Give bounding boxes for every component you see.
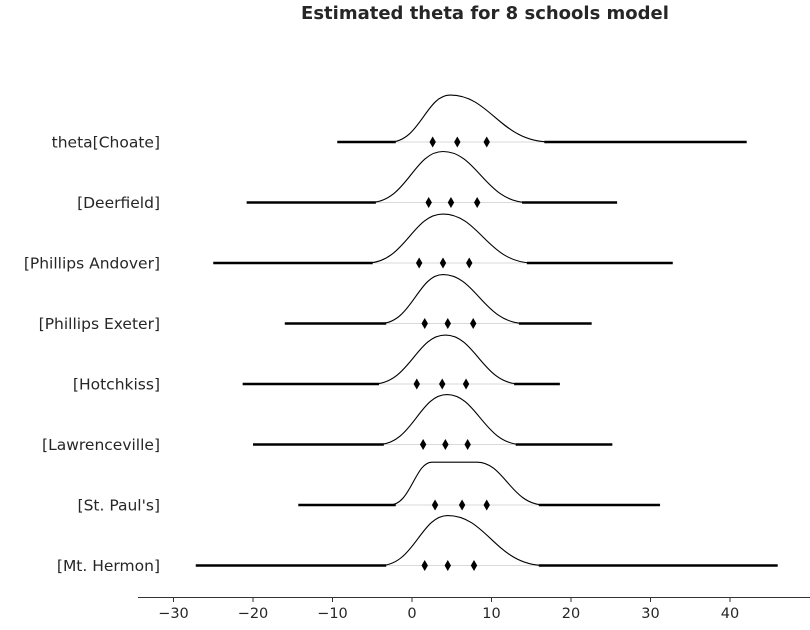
row-label: [Mt. Hermon] [57, 557, 160, 575]
density-curve [389, 94, 551, 143]
quartile-diamond [458, 499, 466, 511]
ridge-row: [Lawrenceville] [42, 393, 613, 454]
row-label: [St. Paul's] [78, 497, 160, 515]
ridge-row: [Deerfield] [77, 150, 618, 212]
quartile-diamond [431, 499, 439, 511]
density-curve [380, 273, 525, 325]
quartile-diamond [470, 318, 477, 329]
row-label: [Phillips Exeter] [39, 315, 160, 333]
density-curve [373, 334, 521, 385]
ridge-row: [Phillips Exeter] [39, 273, 592, 333]
x-tick-label: −30 [158, 606, 189, 622]
x-tick-label: −10 [317, 606, 348, 622]
quartile-diamond [442, 439, 449, 450]
quartile-diamond [421, 560, 428, 571]
ridge-row: [Phillips Andover] [24, 213, 673, 273]
quartile-diamond [444, 560, 451, 571]
x-tick-label: 0 [407, 606, 416, 622]
density-curve [369, 150, 529, 204]
quartile-diamond [483, 136, 490, 148]
row-label: [Hotchkiss] [73, 376, 160, 394]
quartile-diamond [454, 136, 461, 148]
density-curve [366, 213, 533, 264]
quartile-diamond [462, 378, 470, 390]
density-curve [380, 514, 545, 567]
row-label: [Deerfield] [77, 194, 160, 212]
quartile-diamond [415, 257, 423, 269]
x-axis: −30 −20 −10 0 10 20 30 40 [138, 597, 810, 622]
density-curve [377, 393, 522, 446]
quartile-diamond [419, 439, 427, 450]
ridge-rows: theta[Choate] [Deerfield] [Phillips Andove… [24, 94, 778, 575]
quartile-diamond [413, 378, 420, 390]
ridge-row: theta[Choate] [52, 94, 747, 152]
quartile-diamond [464, 439, 471, 450]
quartile-diamond [470, 560, 478, 571]
x-tick-label: 10 [482, 606, 500, 622]
x-tick-label: 30 [641, 606, 659, 622]
quartile-diamond [429, 136, 436, 148]
plot-title: Estimated theta for 8 schools model [301, 3, 669, 24]
x-tick-label: −20 [238, 606, 269, 622]
x-tick-label: 20 [562, 606, 580, 622]
quartile-diamond [439, 378, 446, 390]
quartile-diamond [466, 257, 473, 269]
row-label: theta[Choate] [52, 134, 160, 152]
quartile-diamond [444, 318, 451, 329]
ridge-row: [Hotchkiss] [73, 334, 560, 394]
quartile-diamond [425, 197, 432, 208]
density-curve [389, 461, 545, 506]
quartile-diamond [447, 197, 455, 208]
ridge-row: [St. Paul's] [78, 461, 661, 515]
row-label: [Lawrenceville] [42, 436, 160, 454]
quartile-diamond [421, 318, 428, 329]
row-label: [Phillips Andover] [24, 255, 160, 273]
quartile-diamond [473, 197, 481, 208]
x-tick-label: 40 [721, 606, 739, 622]
quartile-diamond [483, 499, 490, 511]
quartile-diamond [439, 257, 447, 269]
ridge-row: [Mt. Hermon] [57, 514, 778, 575]
